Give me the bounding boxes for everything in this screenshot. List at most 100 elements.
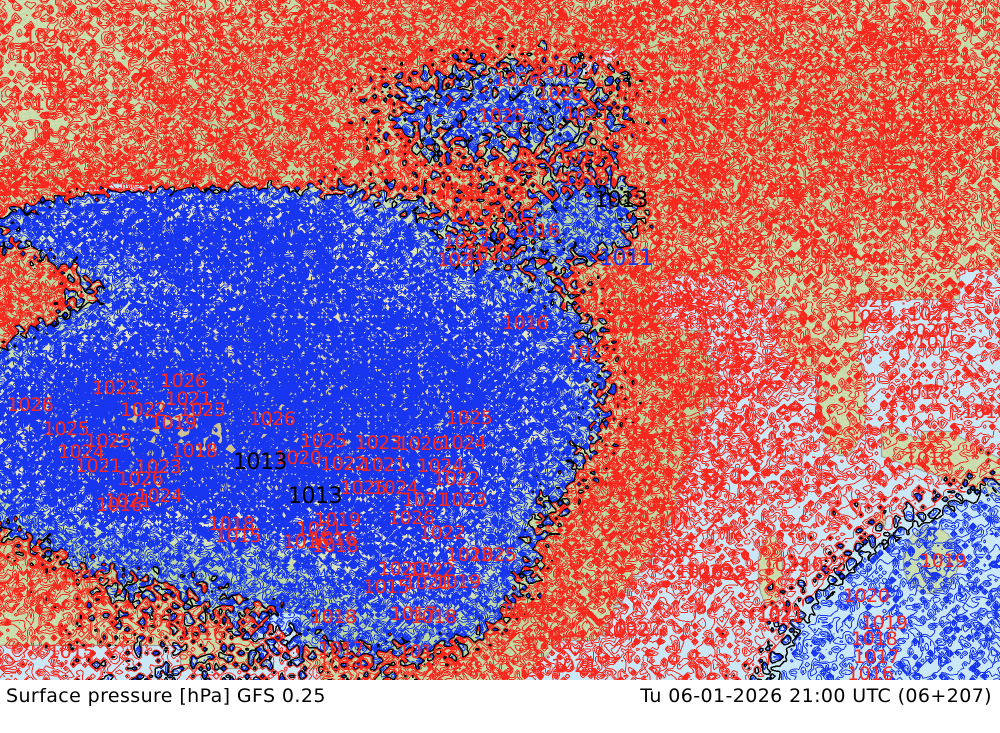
isobar-label: 1021 — [296, 520, 342, 539]
isobar-label: 1022 — [433, 470, 479, 489]
isobar-label: 1025 — [446, 409, 492, 428]
isobar-label: 1026 — [853, 30, 899, 49]
isobar-label: 1020 — [378, 560, 424, 579]
isobar-label: 1026 — [117, 470, 163, 489]
isobar-label: 1021 — [551, 657, 597, 676]
isobar-label: 1018 — [562, 170, 608, 189]
isobar-label: 1025 — [669, 382, 715, 401]
isobar-label: 1026 — [494, 71, 540, 90]
isobar-label: 1023 — [355, 434, 401, 453]
isobar-label: 1023 — [440, 491, 486, 510]
isobar-label: 1018 — [171, 442, 217, 461]
isobar-label: 1014 — [318, 655, 364, 674]
isobar-label: 1023 — [179, 401, 225, 420]
isobar-label: 1023 — [437, 251, 483, 270]
isobar-label: 1023 — [658, 292, 704, 311]
isobar-label: 1019 — [575, 297, 621, 316]
isobar-label-layer: 1026 1023 1022 1024 1025 1026 1024 1026 1023 1025… — [0, 0, 1000, 680]
isobar-label: 1023 — [629, 299, 675, 318]
isobar-label: 1025 — [537, 85, 583, 104]
isobar-label: 1025 — [33, 95, 79, 114]
isobar-label: 1025 — [478, 107, 524, 126]
isobar-label: 1026 — [774, 182, 820, 201]
isobar-label: 1026 — [24, 28, 70, 47]
isobar-label: 1019 — [861, 614, 907, 633]
isobar-label: 1022 — [443, 233, 489, 252]
isobar-label: 1025 — [470, 546, 516, 565]
isobar-label: 1025 — [716, 232, 762, 251]
isobar-label: 1022 — [603, 621, 649, 640]
isobar-label: 1023 — [905, 33, 951, 52]
isobar-label: 1022 — [672, 138, 718, 157]
isobar-label: 1024 — [417, 457, 463, 476]
isobar-label: 1023 — [14, 48, 60, 67]
isobar-label: 1016 — [648, 542, 694, 561]
isobar-label: 1020 — [465, 245, 511, 264]
isobar-label: 1026 — [160, 372, 206, 391]
low-center-label: 1013 — [233, 453, 287, 472]
surface-pressure-map[interactable]: 1026 1023 1022 1024 1025 1026 1024 1026 1023 1025… — [0, 0, 1000, 680]
isobar-label: 1022 — [120, 401, 166, 420]
isobar-label: 1022 — [607, 316, 653, 335]
isobar-label: 1023 — [865, 130, 911, 149]
isobar-label: 1017 — [853, 648, 899, 667]
isobar-label: 1025 — [340, 479, 386, 498]
isobar-label: 1023 — [763, 556, 809, 575]
isobar-label: 1022 — [419, 524, 465, 543]
footer-variable-label: Surface pressure [hPa] GFS 0.25 — [6, 685, 326, 707]
isobar-label: 1025 — [85, 432, 131, 451]
isobar-label: 1016 — [60, 568, 106, 587]
isobar-label: 1021 — [449, 207, 495, 226]
isobar-label: 1021 — [165, 390, 211, 409]
isobar-label: 1024 — [136, 487, 182, 506]
isobar-label: 1021 — [404, 574, 450, 593]
isobar-label: 1021 — [659, 257, 705, 276]
isobar-label: 1022 — [676, 163, 722, 182]
isobar-label: 1022 — [607, 318, 653, 337]
isobar-label: 1016 — [178, 625, 224, 644]
isobar-label: 1025 — [43, 420, 89, 439]
isobar-label: 1016 — [502, 314, 548, 333]
isobar-label: 1023 — [446, 546, 492, 565]
isobar-label: 1024 — [440, 434, 486, 453]
isobar-label: 1026 — [632, 358, 678, 377]
isobar-label: 1026 — [7, 396, 53, 415]
isobar-label: 1018 — [310, 608, 356, 627]
isobar-label: 1016 — [513, 222, 559, 241]
isobar-label: 1022 — [887, 48, 933, 67]
isobar-label: 1022 — [614, 620, 660, 639]
isobar-label: 1024 — [596, 13, 642, 32]
isobar-label: 1016 — [96, 496, 142, 515]
isobar-label: 1026 — [845, 292, 891, 311]
isobar-label: 1019 — [150, 414, 196, 433]
isobar-label: 1023 — [538, 634, 584, 653]
isobar-label: 1021 — [360, 456, 406, 475]
isobar-label: 1021 — [908, 305, 954, 324]
low-center-label: 1011 — [599, 249, 653, 268]
isobar-label: 1015 — [363, 578, 409, 597]
isobar-label: 1019 — [557, 148, 603, 167]
isobar-label: 1026 — [676, 563, 722, 582]
isobar-label: 1017 — [493, 207, 539, 226]
isobar-label: 1020 — [275, 449, 321, 468]
isobar-label: 1016 — [398, 643, 444, 662]
isobar-label: 1017 — [140, 612, 186, 631]
map-footer: Surface pressure [hPa] GFS 0.25 Tu 06-01… — [0, 680, 1000, 733]
isobar-label: 1026 — [705, 382, 751, 401]
isobar-label: 1016 — [962, 403, 1000, 422]
isobar-label: 1018 — [851, 630, 897, 649]
isobar-label: 1026 — [249, 410, 295, 429]
isobar-label: 1021 — [663, 198, 709, 217]
isobar-label: 1025 — [700, 565, 746, 584]
isobar-label: 1021 — [402, 491, 448, 510]
isobar-label: 1015 — [215, 527, 261, 546]
isobar-label: 1020 — [843, 587, 889, 606]
low-center-label: 1013 — [288, 487, 342, 506]
isobar-label: 1023 — [533, 63, 579, 82]
isobar-label: 1015 — [48, 643, 94, 662]
isobar-label: 1017 — [318, 640, 364, 659]
isobar-label: 1023 — [613, 130, 659, 149]
isobar-label: 1025 — [686, 563, 732, 582]
isobar-label: 1025 — [300, 432, 346, 451]
